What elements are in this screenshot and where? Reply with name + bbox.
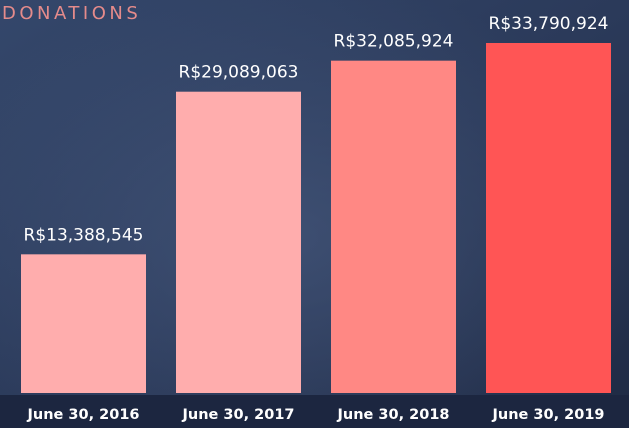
bar	[21, 254, 146, 393]
x-tick-label: June 30, 2019	[491, 407, 604, 423]
x-tick-label: June 30, 2017	[181, 407, 294, 423]
x-tick-label: June 30, 2016	[26, 407, 139, 423]
value-label: R$32,085,924	[334, 32, 454, 52]
value-label: R$29,089,063	[179, 63, 299, 83]
x-tick-label: June 30, 2018	[336, 407, 449, 423]
value-label: R$13,388,545	[24, 225, 144, 245]
value-label: R$33,790,924	[489, 14, 609, 34]
chart-title: DONATIONS	[2, 3, 141, 24]
footer-band	[0, 395, 629, 428]
bar	[331, 60, 456, 394]
bar	[176, 91, 301, 393]
bar	[486, 43, 611, 393]
